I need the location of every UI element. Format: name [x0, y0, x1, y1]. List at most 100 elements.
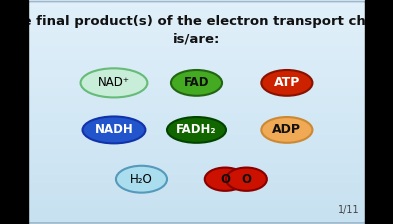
Bar — [28, 123, 365, 126]
Bar — [28, 34, 365, 36]
Bar — [28, 126, 365, 129]
Ellipse shape — [261, 70, 312, 96]
Bar — [28, 165, 365, 168]
Bar — [28, 213, 365, 215]
Bar — [28, 73, 365, 76]
Bar — [28, 185, 365, 188]
Bar — [28, 48, 365, 50]
Bar — [28, 50, 365, 53]
Bar — [28, 196, 365, 199]
Bar — [28, 157, 365, 159]
Bar — [28, 121, 365, 123]
Bar — [28, 154, 365, 157]
Bar — [28, 118, 365, 120]
Bar — [28, 9, 365, 11]
Bar — [28, 6, 365, 8]
Bar — [28, 87, 365, 90]
Bar — [28, 70, 365, 73]
Bar — [28, 199, 365, 202]
Bar — [28, 17, 365, 19]
Bar — [28, 39, 365, 42]
Bar — [28, 53, 365, 56]
Ellipse shape — [116, 166, 167, 193]
Bar — [28, 37, 365, 39]
Bar — [28, 78, 365, 81]
Bar — [28, 101, 365, 103]
Bar — [28, 171, 365, 174]
Bar — [28, 42, 365, 45]
Bar — [28, 148, 365, 151]
Ellipse shape — [261, 117, 312, 143]
Bar — [28, 11, 365, 14]
Bar — [28, 207, 365, 210]
Bar — [28, 129, 365, 132]
Text: H₂O: H₂O — [130, 173, 153, 186]
Bar — [28, 28, 365, 31]
Bar — [28, 146, 365, 148]
Bar — [28, 65, 365, 67]
Bar — [28, 56, 365, 59]
Text: is/are:: is/are: — [173, 32, 220, 45]
Ellipse shape — [83, 116, 145, 143]
Bar — [28, 81, 365, 84]
Bar — [28, 182, 365, 185]
Bar — [28, 20, 365, 22]
Bar — [28, 137, 365, 140]
Bar — [365, 0, 393, 224]
Bar — [28, 98, 365, 101]
Bar — [28, 151, 365, 154]
Bar — [28, 168, 365, 171]
Bar — [28, 115, 365, 118]
Bar — [28, 14, 365, 17]
Bar — [28, 25, 365, 28]
Bar — [28, 140, 365, 143]
Bar — [0, 0, 28, 224]
Bar — [28, 210, 365, 213]
Bar — [28, 90, 365, 92]
Text: ADP: ADP — [272, 123, 301, 136]
Bar — [28, 131, 365, 134]
Bar — [28, 134, 365, 137]
Bar — [28, 174, 365, 177]
Text: 1/11: 1/11 — [338, 205, 360, 215]
Text: FAD: FAD — [184, 76, 209, 89]
Bar — [28, 31, 365, 34]
Bar — [28, 177, 365, 179]
Bar — [28, 106, 365, 109]
Bar — [28, 193, 365, 196]
Bar — [28, 103, 365, 106]
Bar — [28, 112, 365, 115]
Bar — [28, 190, 365, 193]
Bar — [28, 76, 365, 78]
Bar — [28, 95, 365, 98]
Bar — [28, 188, 365, 190]
Bar — [28, 218, 365, 221]
Bar — [28, 109, 365, 112]
Bar — [28, 215, 365, 218]
Bar — [28, 3, 365, 6]
Bar — [28, 143, 365, 146]
Bar — [28, 22, 365, 25]
Bar — [28, 84, 365, 87]
Text: NADH: NADH — [95, 123, 133, 136]
Bar — [28, 67, 365, 70]
Bar — [28, 179, 365, 182]
Bar — [28, 59, 365, 62]
Bar — [28, 162, 365, 165]
Ellipse shape — [167, 117, 226, 143]
Bar — [28, 62, 365, 65]
Ellipse shape — [81, 68, 147, 97]
Text: FADH₂: FADH₂ — [176, 123, 217, 136]
Bar — [28, 45, 365, 48]
Bar — [28, 159, 365, 162]
Bar — [28, 204, 365, 207]
Text: The final product(s) of the electron transport chain: The final product(s) of the electron tra… — [4, 15, 389, 28]
Circle shape — [226, 168, 267, 191]
Bar — [28, 0, 365, 3]
Bar — [28, 202, 365, 204]
Text: O: O — [220, 173, 230, 186]
Bar — [28, 221, 365, 224]
Text: O: O — [241, 173, 252, 186]
Text: ATP: ATP — [274, 76, 300, 89]
Bar — [28, 93, 365, 95]
